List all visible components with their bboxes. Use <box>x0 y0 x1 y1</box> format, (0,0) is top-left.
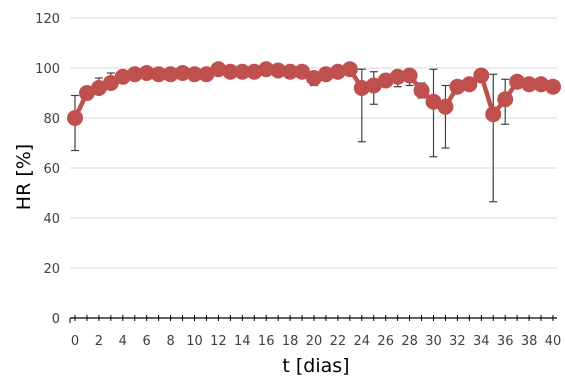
x-tick-label: 4 <box>119 334 127 349</box>
x-tick-label: 36 <box>497 334 514 349</box>
x-tick-label: 18 <box>282 334 299 349</box>
data-point <box>341 61 358 78</box>
x-tick-label: 8 <box>166 334 174 349</box>
data-point <box>545 78 561 95</box>
data-series <box>67 61 561 126</box>
x-tick-labels: 0 2 4 6 8 10 12 14 16 18 20 22 24 26 28 30 32 34 36 38 40 <box>71 334 561 349</box>
x-tick-label: 20 <box>306 334 323 349</box>
chart-axes <box>69 315 557 323</box>
data-point <box>437 98 454 115</box>
x-tick-label: 12 <box>210 334 227 349</box>
x-tick-label: 30 <box>425 334 442 349</box>
x-tick-label: 38 <box>521 334 538 349</box>
data-point <box>67 110 83 126</box>
y-tick-label: 100 <box>35 62 60 77</box>
y-tick-label: 80 <box>43 112 60 127</box>
data-point <box>461 76 478 93</box>
y-tick-label: 0 <box>52 312 60 327</box>
x-tick-label: 22 <box>330 334 347 349</box>
data-point <box>413 82 430 99</box>
x-tick-label: 14 <box>234 334 251 349</box>
y-tick-label: 60 <box>43 162 60 177</box>
y-axis-title: HR [%] <box>13 144 35 210</box>
y-tick-label: 120 <box>35 12 60 27</box>
x-tick-label: 16 <box>258 334 275 349</box>
x-tick-label: 26 <box>377 334 394 349</box>
x-tick-label: 0 <box>71 334 79 349</box>
data-point <box>473 67 490 84</box>
data-point <box>497 91 514 108</box>
data-point <box>485 106 502 123</box>
x-tick-label: 2 <box>95 334 103 349</box>
x-tick-label: 32 <box>449 334 466 349</box>
x-tick-label: 24 <box>354 334 371 349</box>
x-tick-label: 10 <box>186 334 203 349</box>
x-axis-title: t [dias] <box>282 355 349 377</box>
horizontal-gridlines <box>70 17 557 269</box>
data-point <box>401 67 418 84</box>
x-tick-label: 28 <box>401 334 418 349</box>
y-tick-label: 20 <box>43 262 60 277</box>
y-tick-label: 40 <box>43 212 60 227</box>
x-tick-label: 34 <box>473 334 490 349</box>
x-tick-label: 40 <box>545 334 562 349</box>
x-tick-label: 6 <box>143 334 151 349</box>
y-tick-labels: 0 20 40 60 80 100 120 <box>35 12 60 327</box>
